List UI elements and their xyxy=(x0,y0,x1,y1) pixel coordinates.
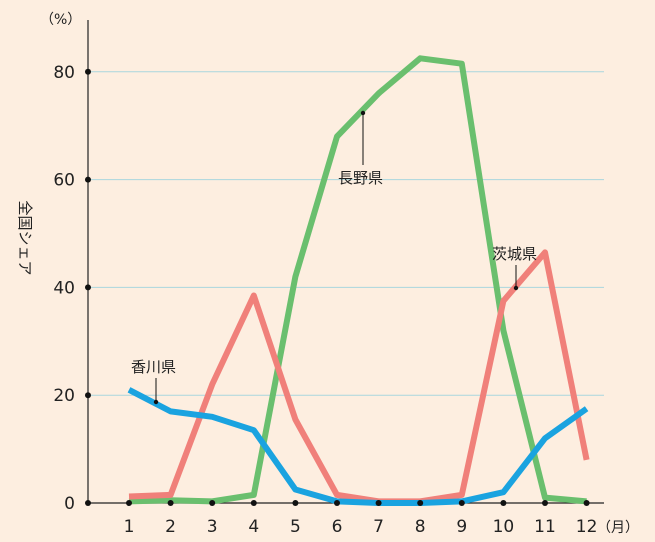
x-tick-dot xyxy=(250,500,257,506)
x-tick-label: 3 xyxy=(207,517,218,537)
x-tick-label: 7 xyxy=(373,517,384,537)
x-tick-dot xyxy=(126,500,132,506)
x-tick-label: 5 xyxy=(290,517,301,537)
annotation-kagawa: 香川県 xyxy=(131,358,176,405)
x-tick-dot xyxy=(583,500,590,506)
y-unit-label: （%） xyxy=(40,12,81,28)
axis-markers xyxy=(85,68,590,506)
x-tick-dot xyxy=(375,500,382,506)
x-tick-dot xyxy=(209,500,216,506)
x-tick-dot xyxy=(458,500,465,506)
series-line-2 xyxy=(128,249,590,505)
annotation-nagano: 長野県 xyxy=(338,110,383,187)
y-tick-dot xyxy=(85,284,91,291)
x-tick-dot xyxy=(292,500,299,506)
annotation-dot xyxy=(360,110,366,116)
series-line-3 xyxy=(127,387,589,506)
x-tick-label: 2 xyxy=(165,517,176,537)
x-tick-label: 11 xyxy=(534,517,556,537)
x-tick-dot xyxy=(167,500,174,506)
series-label-kagawa: 香川県 xyxy=(131,358,176,376)
y-tick-dot xyxy=(85,176,91,183)
x-tick-label: 9 xyxy=(456,517,467,537)
y-tick-dot xyxy=(85,392,91,399)
y-tick-label: 80 xyxy=(53,63,75,83)
x-tick-dot xyxy=(500,500,507,506)
y-tick-label: 20 xyxy=(53,386,75,406)
series-lines xyxy=(127,55,590,506)
x-tick-dot xyxy=(417,500,424,506)
x-tick-dot xyxy=(542,500,548,506)
y-axis-title: 全国シェア xyxy=(16,200,34,275)
annotation-ibaraki: 茨城県 xyxy=(492,245,537,291)
annotation-dot xyxy=(153,399,159,405)
x-tick-label: 8 xyxy=(415,517,426,537)
y-tick-dot xyxy=(85,68,91,75)
series-annotations: 長野県 茨城県 香川県 xyxy=(131,110,537,405)
x-unit-label: （月） xyxy=(597,520,639,536)
series-line-1 xyxy=(128,55,587,505)
x-tick-label: 10 xyxy=(493,517,515,537)
x-tick-label: 6 xyxy=(332,517,343,537)
annotation-dot xyxy=(513,285,519,291)
x-tick-label: 12 xyxy=(576,517,598,537)
x-tick-label: 1 xyxy=(124,517,135,537)
series-label-ibaraki: 茨城県 xyxy=(492,245,537,263)
y-tick-label: 60 xyxy=(53,171,75,191)
y-tick-dot xyxy=(85,500,91,506)
gridlines xyxy=(88,71,604,396)
x-tick-label: 4 xyxy=(248,517,259,537)
y-tick-label: 40 xyxy=(53,278,75,298)
series-label-nagano: 長野県 xyxy=(338,169,383,187)
x-tick-dot xyxy=(334,500,340,506)
y-tick-label: 0 xyxy=(64,494,75,514)
